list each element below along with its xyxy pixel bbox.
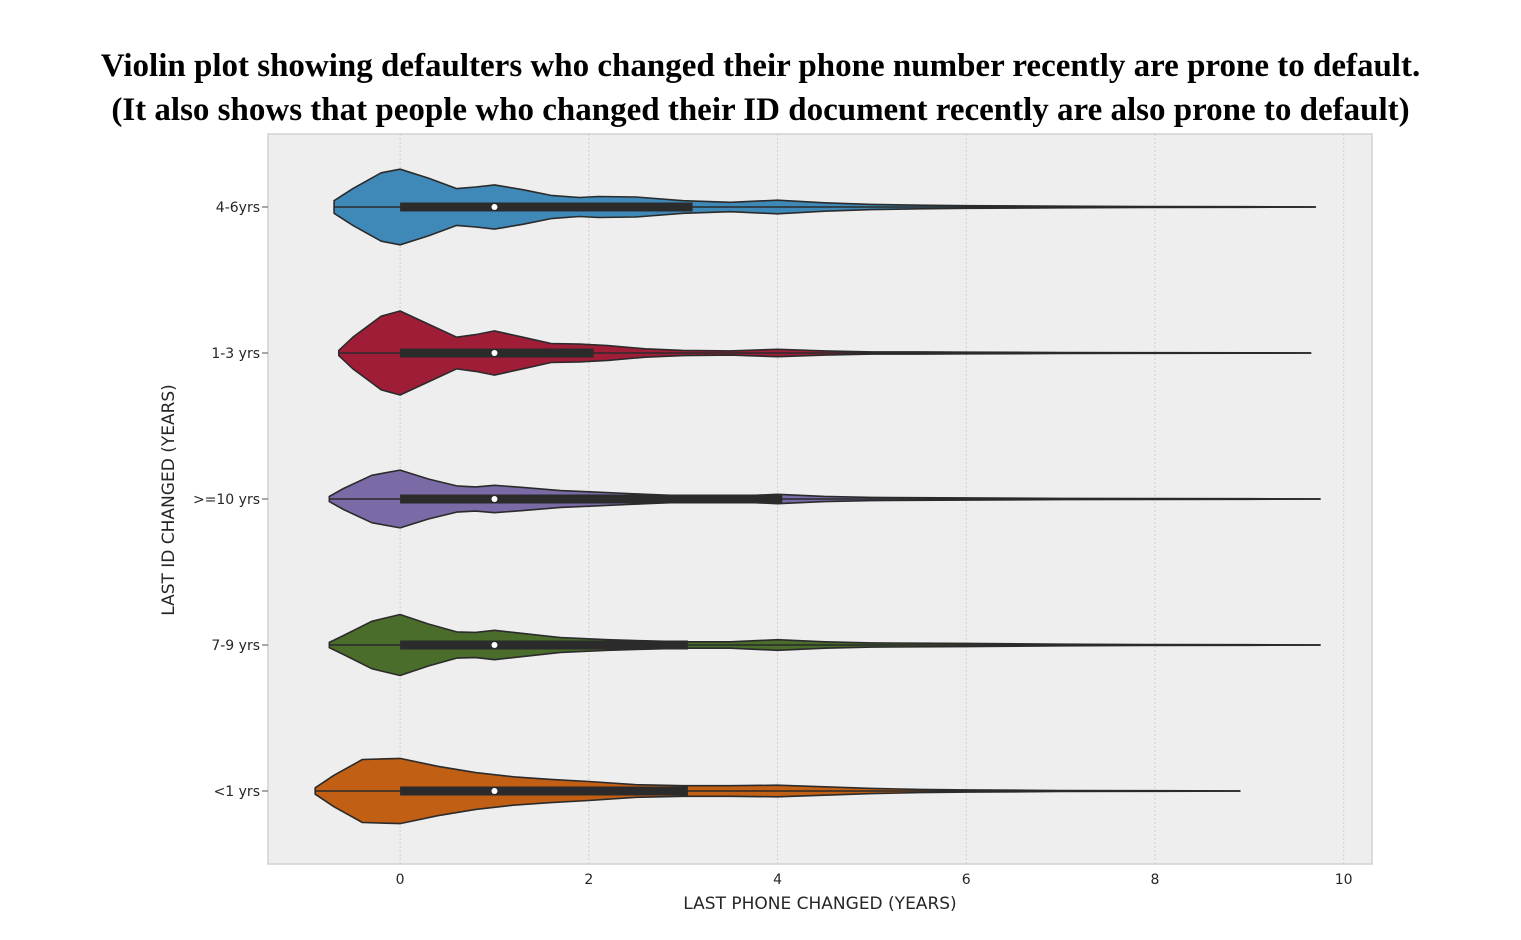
chart-title: Violin plot showing defaulters who chang… [0,44,1521,132]
violin-median [491,204,498,210]
violin-iqr-box [400,494,783,504]
title-line-1: Violin plot showing defaulters who chang… [100,48,1421,84]
y-axis-label: LAST ID CHANGED (YEARS) [159,384,179,616]
x-tick-label: 2 [584,872,593,888]
y-tick-label: 1-3 yrs [211,346,260,362]
violin-median [491,642,498,648]
x-tick-label: 4 [773,872,782,888]
violin-median [491,350,498,356]
x-tick-label: 6 [962,872,971,888]
y-tick-label: 7-9 yrs [211,638,260,654]
violin-iqr-box [400,640,688,650]
y-tick-label: >=10 yrs [193,492,260,508]
title-line-2: (It also shows that people who changed t… [111,92,1410,128]
x-tick-label: 0 [396,872,405,888]
violin-iqr-box [400,202,693,212]
violins [314,168,1321,825]
violin-median [491,496,498,502]
violin-iqr-box [400,786,688,796]
violin-median [491,788,498,794]
x-tick-label: 10 [1335,872,1353,888]
y-axis: 4-6yrs 1-3 yrs >=10 yrs 7-9 yrs <1 yrs [193,200,268,800]
x-tick-label: 8 [1151,872,1160,888]
x-axis-label: LAST PHONE CHANGED (YEARS) [683,894,956,914]
y-tick-label: 4-6yrs [216,200,260,216]
x-axis: 0 2 4 6 8 10 [396,872,1353,888]
y-tick-label: <1 yrs [214,784,260,800]
